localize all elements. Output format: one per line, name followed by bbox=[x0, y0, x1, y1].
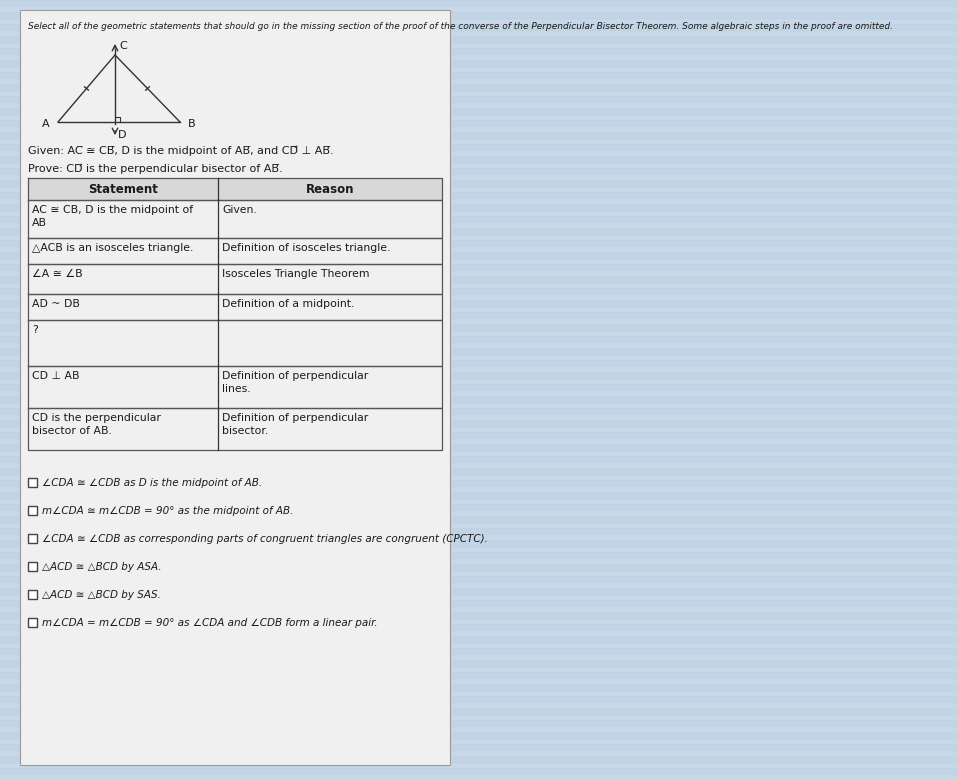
Text: Given.: Given. bbox=[222, 205, 257, 215]
Bar bbox=[28, 408, 442, 450]
Text: C: C bbox=[119, 41, 126, 51]
Bar bbox=[28, 238, 442, 264]
Bar bbox=[28, 506, 37, 515]
Text: ∠A ≅ ∠B: ∠A ≅ ∠B bbox=[32, 269, 82, 279]
Text: AD ~ DB: AD ~ DB bbox=[32, 299, 80, 309]
Bar bbox=[28, 562, 37, 571]
Text: CD is the perpendicular
bisector of AB.: CD is the perpendicular bisector of AB. bbox=[32, 413, 161, 435]
Bar bbox=[28, 320, 442, 366]
Text: ∠CDA ≅ ∠CDB as D is the midpoint of AB.: ∠CDA ≅ ∠CDB as D is the midpoint of AB. bbox=[42, 478, 262, 488]
Text: Definition of perpendicular
bisector.: Definition of perpendicular bisector. bbox=[222, 413, 368, 435]
Text: Definition of isosceles triangle.: Definition of isosceles triangle. bbox=[222, 243, 390, 253]
Text: Prove: CD⃗ is the perpendicular bisector of AB̅.: Prove: CD⃗ is the perpendicular bisector… bbox=[28, 163, 283, 174]
Text: Definition of a midpoint.: Definition of a midpoint. bbox=[222, 299, 354, 309]
Text: ?: ? bbox=[32, 325, 37, 335]
Text: m∠CDA ≅ m∠CDB = 90° as the midpoint of AB.: m∠CDA ≅ m∠CDB = 90° as the midpoint of A… bbox=[42, 506, 293, 516]
Bar bbox=[28, 200, 442, 238]
Text: Isosceles Triangle Theorem: Isosceles Triangle Theorem bbox=[222, 269, 370, 279]
Text: A: A bbox=[42, 119, 50, 129]
Text: △ACB is an isosceles triangle.: △ACB is an isosceles triangle. bbox=[32, 243, 194, 253]
Text: Definition of perpendicular
lines.: Definition of perpendicular lines. bbox=[222, 371, 368, 394]
Text: B: B bbox=[188, 119, 195, 129]
Text: △ACD ≅ △BCD by SAS.: △ACD ≅ △BCD by SAS. bbox=[42, 590, 161, 600]
Text: △ACD ≅ △BCD by ASA.: △ACD ≅ △BCD by ASA. bbox=[42, 562, 162, 572]
Text: Given: AC̅ ≅ CB̅, D is the midpoint of AB̅, and CD⃗ ⊥ AB̅.: Given: AC̅ ≅ CB̅, D is the midpoint of A… bbox=[28, 145, 333, 156]
Text: Statement: Statement bbox=[88, 182, 158, 196]
Text: Select all of the geometric statements that should go in the missing section of : Select all of the geometric statements t… bbox=[28, 22, 893, 31]
Bar bbox=[28, 590, 37, 599]
Text: CD ⊥ AB: CD ⊥ AB bbox=[32, 371, 80, 381]
Text: Reason: Reason bbox=[306, 182, 354, 196]
Bar bbox=[28, 478, 37, 487]
Bar bbox=[28, 294, 442, 320]
Bar bbox=[28, 178, 442, 200]
Bar bbox=[28, 264, 442, 294]
Text: D: D bbox=[118, 130, 126, 140]
Text: m∠CDA = m∠CDB = 90° as ∠CDA and ∠CDB form a linear pair.: m∠CDA = m∠CDB = 90° as ∠CDA and ∠CDB for… bbox=[42, 618, 377, 628]
Text: ∠CDA ≅ ∠CDB as corresponding parts of congruent triangles are congruent (CPCTC).: ∠CDA ≅ ∠CDB as corresponding parts of co… bbox=[42, 534, 488, 544]
Bar bbox=[20, 10, 450, 765]
Bar bbox=[28, 618, 37, 627]
Text: AC ≅ CB, D is the midpoint of
AB: AC ≅ CB, D is the midpoint of AB bbox=[32, 205, 194, 227]
Bar bbox=[28, 534, 37, 543]
Bar bbox=[28, 366, 442, 408]
